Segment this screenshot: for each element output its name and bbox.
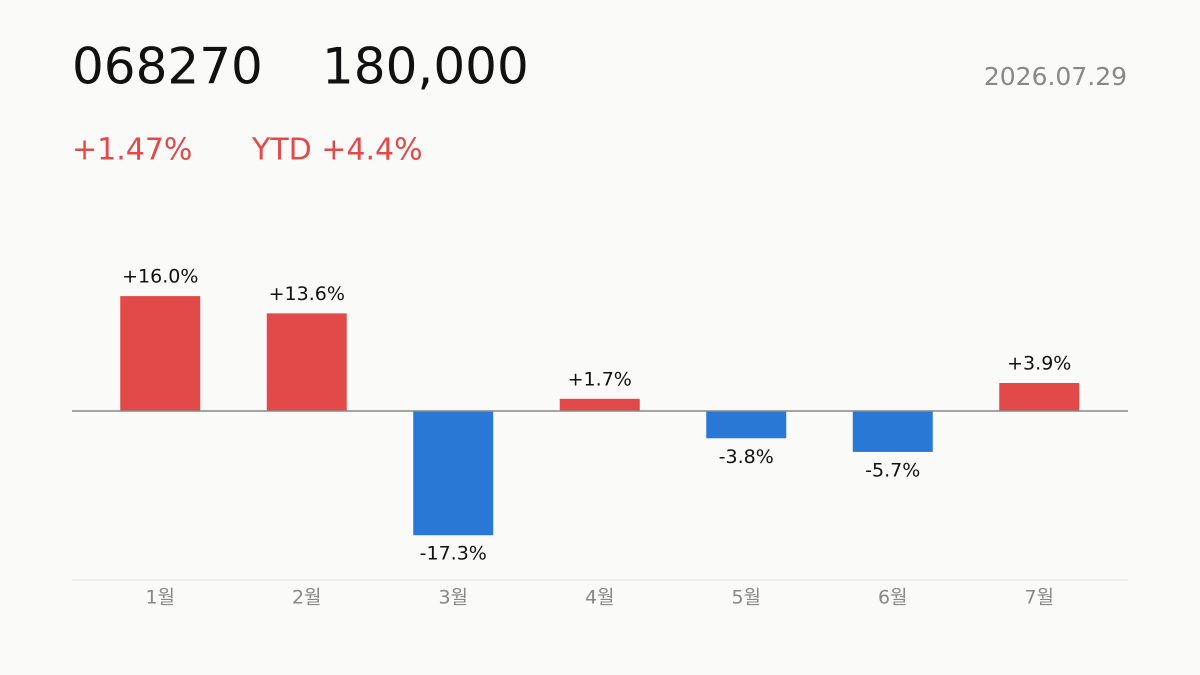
change: +1.47% (72, 133, 192, 168)
bar (999, 382, 1080, 411)
ytd-change: YTD +4.4% (251, 133, 423, 168)
price: 180,000 (322, 38, 529, 96)
value-label: +1.7% (568, 368, 632, 390)
bar (852, 411, 933, 452)
bar (559, 398, 640, 411)
value-label: -17.3% (420, 543, 487, 565)
x-tick-label: 2월 (292, 587, 322, 609)
bar (120, 296, 201, 411)
x-tick-label: 4월 (585, 587, 615, 609)
x-tick-label: 5월 (731, 587, 761, 609)
bar (413, 411, 494, 536)
value-label: -5.7% (865, 459, 920, 481)
value-label: +13.6% (269, 283, 345, 305)
x-tick-label: 3월 (438, 587, 468, 609)
x-tick-label: 7월 (1024, 587, 1054, 609)
x-tick-label: 6월 (878, 587, 908, 609)
date: 2026.07.29 (984, 62, 1127, 91)
value-label: +3.9% (1007, 352, 1071, 374)
value-label: -3.8% (719, 446, 774, 468)
value-label: +16.0% (122, 266, 198, 288)
bar (266, 313, 347, 411)
ticker: 068270 (72, 38, 263, 96)
x-tick-label: 1월 (145, 587, 175, 609)
bar (706, 411, 787, 439)
